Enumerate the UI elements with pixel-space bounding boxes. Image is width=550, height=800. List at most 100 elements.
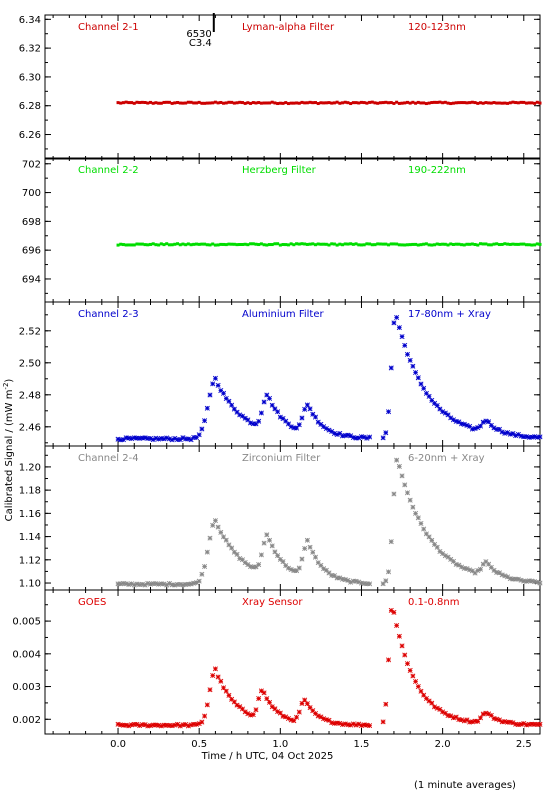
data-point <box>464 717 470 723</box>
data-point <box>508 101 512 105</box>
data-point <box>178 101 182 105</box>
data-point <box>315 419 321 425</box>
data-point <box>192 242 196 246</box>
data-point <box>334 431 340 438</box>
data-point <box>322 242 326 246</box>
data-point <box>448 415 454 421</box>
x-tick-label: 1.5 <box>354 739 370 750</box>
data-point <box>210 673 216 679</box>
data-point <box>384 242 388 246</box>
data-point <box>219 242 223 246</box>
data-point <box>253 564 259 570</box>
data-point <box>421 692 427 698</box>
data-point <box>188 581 194 587</box>
data-point <box>242 415 248 421</box>
data-point <box>445 554 451 560</box>
data-point <box>467 719 473 725</box>
data-point <box>137 723 143 729</box>
data-point <box>440 709 446 715</box>
data-point <box>416 100 420 104</box>
data-point <box>300 242 304 246</box>
data-point <box>310 549 316 555</box>
data-point <box>380 435 386 441</box>
data-point <box>351 101 355 105</box>
data-point <box>394 457 400 463</box>
data-point <box>248 564 254 570</box>
data-point <box>307 544 313 550</box>
data-point <box>399 473 405 479</box>
data-point <box>327 101 331 105</box>
data-point <box>386 409 392 415</box>
data-point <box>208 101 212 105</box>
data-point <box>433 243 437 247</box>
data-point <box>277 414 283 420</box>
data-point <box>364 581 370 587</box>
data-point <box>116 243 120 247</box>
data-point <box>362 243 366 247</box>
data-point <box>495 242 499 246</box>
data-point <box>445 712 451 719</box>
data-point <box>461 565 467 571</box>
data-point <box>231 549 237 555</box>
data-point <box>316 102 320 106</box>
data-point <box>502 430 508 436</box>
data-point <box>480 419 486 425</box>
data-point <box>430 101 434 105</box>
data-point <box>450 558 456 564</box>
x-axis-title: Time / h UTC, 04 Oct 2025 <box>201 751 334 762</box>
data-point <box>357 243 361 247</box>
data-point <box>341 243 345 247</box>
data-point <box>456 717 462 723</box>
data-point <box>324 101 328 105</box>
data-point <box>400 243 404 247</box>
data-point <box>158 581 164 587</box>
data-point <box>242 560 248 566</box>
data-point <box>476 101 480 105</box>
data-point <box>462 243 466 247</box>
data-point <box>153 435 159 441</box>
data-point <box>246 101 250 105</box>
y-tick-label: 6.28 <box>19 101 41 112</box>
data-point <box>315 713 321 719</box>
data-point <box>383 430 389 436</box>
data-point <box>272 406 278 412</box>
data-point <box>215 674 221 680</box>
data-point <box>227 242 231 246</box>
data-point <box>327 243 331 247</box>
data-point <box>448 713 454 719</box>
data-point <box>224 243 228 247</box>
data-point <box>305 242 309 246</box>
data-point <box>413 678 419 684</box>
data-point <box>322 101 326 105</box>
data-point <box>508 242 512 246</box>
data-point <box>473 243 477 247</box>
data-point <box>345 432 351 438</box>
data-point <box>321 566 327 572</box>
data-point <box>229 545 235 551</box>
data-point <box>310 411 316 417</box>
data-point <box>167 243 171 247</box>
data-point <box>394 314 400 320</box>
data-point <box>202 563 208 570</box>
data-point <box>175 437 181 443</box>
data-point <box>302 406 308 412</box>
data-point <box>208 243 212 247</box>
channel-2-4-panel: 1.10 1.12 1.14 1.16 1.18 1.20 Channel 2-4 Zirco… <box>19 445 543 591</box>
data-point <box>521 578 527 584</box>
data-point <box>521 434 527 440</box>
data-point <box>243 101 247 105</box>
data-point <box>272 549 278 555</box>
panel-label: Aluminium Filter <box>242 309 325 320</box>
data-point <box>342 721 348 727</box>
data-point <box>223 688 229 694</box>
data-point <box>526 721 532 727</box>
data-point <box>434 544 440 550</box>
y-tick-label: 0.005 <box>12 617 41 628</box>
data-point <box>193 435 199 441</box>
data-point <box>289 101 293 105</box>
data-point <box>349 242 353 246</box>
data-point <box>392 101 396 105</box>
data-point <box>429 700 435 706</box>
data-point <box>118 581 124 587</box>
data-point <box>448 556 454 562</box>
